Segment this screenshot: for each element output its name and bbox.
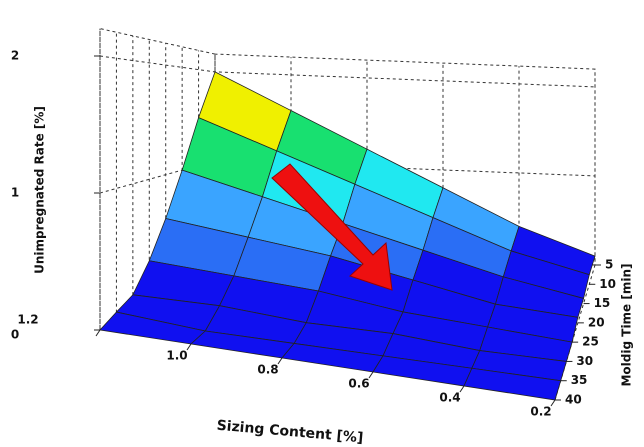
axes: 0 1 2 1.2 1.0 0.8 0.6 0.4 0.2 5 10 15 20 25 30 35 40 xyxy=(11,49,616,419)
x-tick-label: 0.2 xyxy=(530,405,551,419)
grid-line xyxy=(99,160,596,194)
y-tick-label: 25 xyxy=(582,335,599,349)
grid-line xyxy=(463,66,520,387)
x-tick xyxy=(186,343,192,351)
y-tick-label: 35 xyxy=(571,373,588,387)
x-tick xyxy=(368,371,374,379)
grid-line xyxy=(99,55,596,88)
x-tick-label: 1.0 xyxy=(166,349,187,363)
z-tick-label: 0 xyxy=(11,328,19,342)
x-tick xyxy=(95,329,101,337)
x-tick xyxy=(459,385,465,393)
x-axis-label: Sizing Content [%] xyxy=(216,418,364,447)
z-tick-label: 1 xyxy=(11,186,19,200)
y-tick-label: 10 xyxy=(599,277,616,291)
y-tick-label: 40 xyxy=(565,393,582,407)
y-tick-label: 5 xyxy=(605,258,613,272)
y-tick-label: 30 xyxy=(576,354,593,368)
trend-arrow xyxy=(271,163,393,291)
x-tick xyxy=(277,357,283,365)
y-tick-label: 20 xyxy=(588,315,605,329)
x-tick-label: 0.4 xyxy=(439,391,460,405)
z-tick-label: 2 xyxy=(11,49,19,63)
y-axis-label: Moldig Time [min] xyxy=(620,263,634,386)
z-axis-label: Unimpregnated Rate [%] xyxy=(33,106,47,274)
x-tick-label: 0.6 xyxy=(348,377,369,391)
x-tick-label: 1.2 xyxy=(17,313,38,327)
x-tick-label: 0.8 xyxy=(257,363,278,377)
x-tick xyxy=(550,399,556,407)
y-tick-label: 15 xyxy=(594,296,611,310)
